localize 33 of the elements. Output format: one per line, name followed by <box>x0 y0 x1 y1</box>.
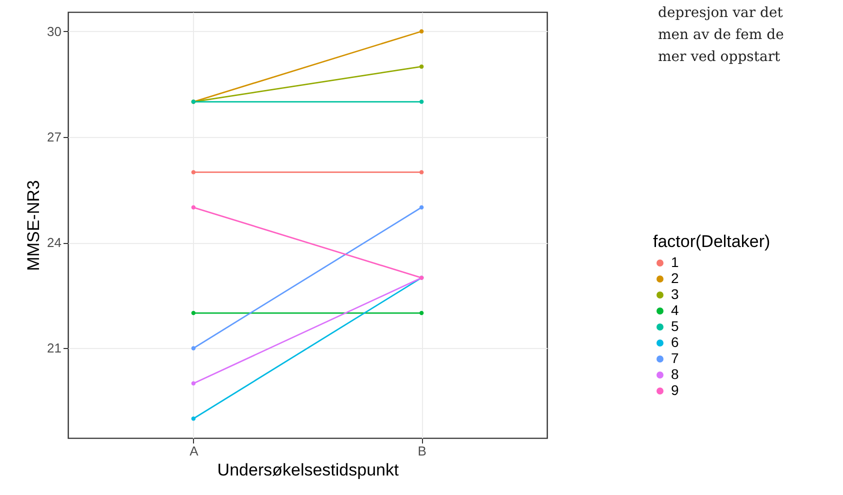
point <box>419 29 424 34</box>
legend-title: factor(Deltaker) <box>653 232 770 251</box>
y-tick-label: 27 <box>47 129 62 144</box>
point <box>419 64 424 69</box>
point <box>191 381 196 386</box>
point <box>191 416 196 421</box>
point <box>419 100 424 104</box>
legend-label: 9 <box>671 382 679 398</box>
point <box>191 346 196 350</box>
x-axis-title: Undersøkelsestidspunkt <box>217 460 399 480</box>
x-tick-label: A <box>190 444 199 458</box>
point <box>191 170 196 174</box>
legend-label: 2 <box>671 270 679 286</box>
text: depresjon var det <box>658 4 784 23</box>
legend-label: 1 <box>671 254 679 270</box>
y-tick-label: 21 <box>47 340 62 356</box>
legend-label: 4 <box>671 302 679 318</box>
y-tick-label: 30 <box>47 24 62 39</box>
point <box>191 205 196 210</box>
legend-label: 6 <box>671 334 679 350</box>
point <box>191 310 196 316</box>
legend-label: 8 <box>671 366 679 382</box>
legend-label: 7 <box>671 350 679 366</box>
text: men av de fem de <box>658 26 784 45</box>
point <box>419 205 424 210</box>
y-axis-title: MMSE-NR3 <box>24 180 44 271</box>
legend-label: 3 <box>671 286 679 302</box>
text: mer ved oppstart <box>658 48 782 67</box>
y-tick-label: 24 <box>47 235 62 250</box>
point <box>419 310 424 316</box>
x-tick-label: B <box>418 444 426 458</box>
legend-label: 5 <box>671 318 679 334</box>
point <box>419 170 424 174</box>
